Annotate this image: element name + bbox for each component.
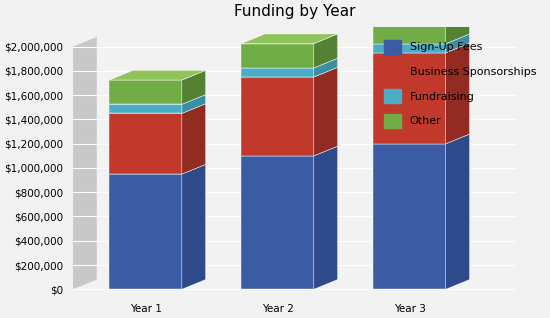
- Polygon shape: [182, 94, 206, 114]
- Polygon shape: [241, 146, 338, 156]
- Polygon shape: [182, 70, 206, 104]
- Polygon shape: [241, 67, 338, 77]
- Polygon shape: [373, 34, 470, 44]
- Polygon shape: [241, 77, 314, 156]
- Polygon shape: [373, 280, 470, 289]
- Polygon shape: [109, 164, 206, 174]
- Polygon shape: [241, 156, 314, 289]
- Polygon shape: [314, 34, 338, 68]
- Polygon shape: [446, 43, 470, 144]
- Polygon shape: [182, 164, 206, 289]
- Polygon shape: [73, 37, 97, 289]
- Polygon shape: [314, 58, 338, 77]
- Polygon shape: [314, 67, 338, 156]
- Polygon shape: [109, 94, 206, 104]
- Polygon shape: [241, 34, 338, 44]
- Polygon shape: [314, 146, 338, 289]
- Polygon shape: [446, 3, 470, 44]
- Polygon shape: [373, 144, 446, 289]
- Polygon shape: [373, 43, 470, 53]
- Polygon shape: [373, 44, 446, 53]
- Polygon shape: [241, 58, 338, 68]
- Polygon shape: [373, 3, 470, 13]
- Polygon shape: [109, 174, 182, 289]
- Polygon shape: [241, 280, 338, 289]
- Polygon shape: [241, 68, 314, 77]
- Polygon shape: [241, 44, 314, 68]
- Legend: Sign-Up Fees, Business Sponsorships, Fundraising, Other: Sign-Up Fees, Business Sponsorships, Fun…: [379, 36, 541, 132]
- Polygon shape: [182, 104, 206, 174]
- Polygon shape: [373, 134, 470, 144]
- Polygon shape: [109, 80, 182, 104]
- Polygon shape: [373, 53, 446, 144]
- Polygon shape: [109, 104, 182, 114]
- Polygon shape: [109, 70, 206, 80]
- Polygon shape: [446, 134, 470, 289]
- Polygon shape: [109, 114, 182, 174]
- Title: Funding by Year: Funding by Year: [234, 4, 355, 19]
- Polygon shape: [109, 104, 206, 114]
- Polygon shape: [109, 280, 206, 289]
- Polygon shape: [446, 34, 470, 53]
- Polygon shape: [373, 13, 446, 44]
